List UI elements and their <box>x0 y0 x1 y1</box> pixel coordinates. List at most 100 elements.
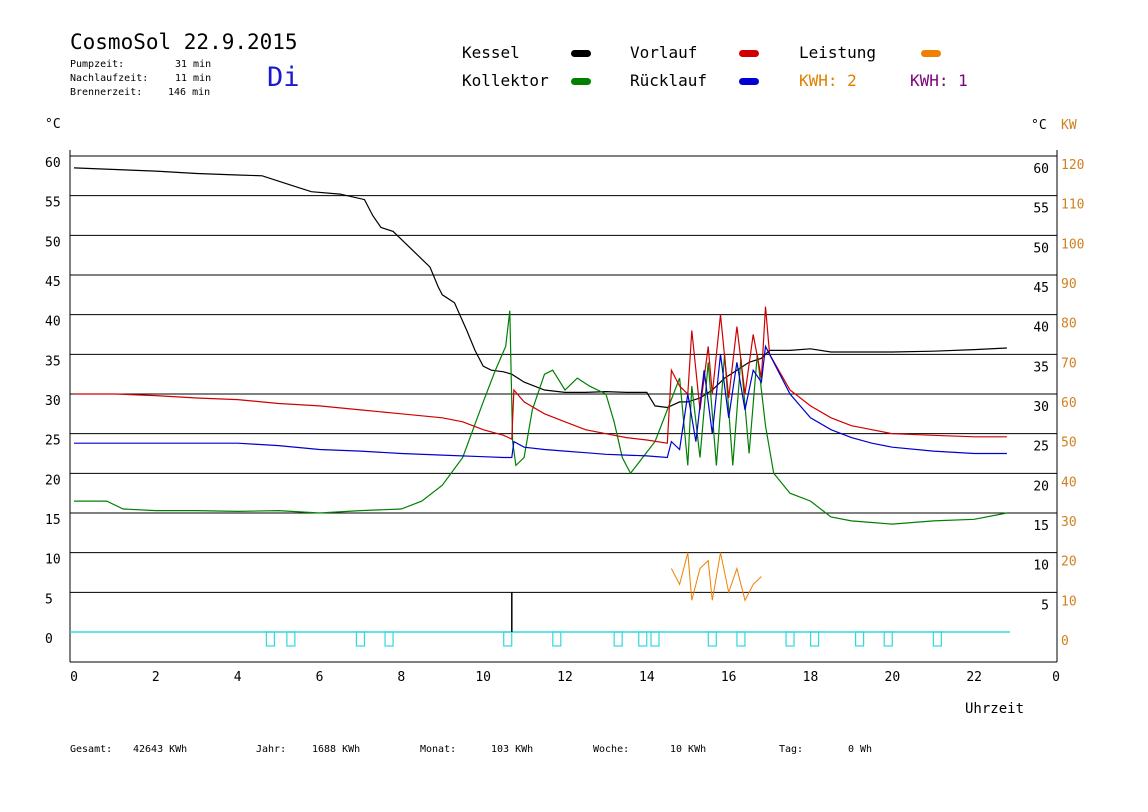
series-line-vorlauf <box>74 306 1007 444</box>
pump-marker <box>650 631 660 647</box>
footer-label-woche: Woche: <box>593 744 630 755</box>
legend-label-vorlauf: Vorlauf <box>630 43 698 62</box>
y-tick-label-left: 60 <box>45 156 61 171</box>
footer-value-jahr: 1688 KWh <box>312 744 361 755</box>
footer-value-monat: 103 KWh <box>491 744 534 755</box>
series-line-kollektor <box>74 310 1008 525</box>
pump-marker <box>736 631 746 647</box>
stat-label-nachlaufzeit: Nachlaufzeit: <box>70 73 149 84</box>
y-tick-label-right-c: 45 <box>1033 281 1049 296</box>
pump-marker <box>613 631 623 647</box>
y-tick-label-right-kw: 110 <box>1061 198 1084 213</box>
y-tick-label-right-kw: 10 <box>1061 594 1077 609</box>
legend-swatch-vorlauf <box>739 50 759 57</box>
legend-label-kessel: Kessel <box>462 43 520 62</box>
y-tick-label-left: 10 <box>45 553 61 568</box>
y-tick-label-left: 5 <box>45 592 53 607</box>
pump-marker <box>265 631 275 647</box>
y-tick-label-left: 50 <box>45 235 61 250</box>
y-tick-label-right-kw: 20 <box>1061 555 1077 570</box>
x-tick-label: 4 <box>234 670 242 685</box>
y-tick-label-left: 35 <box>45 354 61 369</box>
y-tick-label-left: 15 <box>45 513 61 528</box>
x-tick-label: 22 <box>966 670 982 685</box>
x-tick-label: 12 <box>557 670 573 685</box>
x-tick-label: 10 <box>475 670 491 685</box>
x-tick-label: 16 <box>721 670 737 685</box>
y-tick-label-right-c: 10 <box>1033 559 1049 574</box>
y-tick-label-right-kw: 60 <box>1061 396 1077 411</box>
y-tick-label-right-kw: 50 <box>1061 436 1077 451</box>
x-tick-label: 6 <box>316 670 324 685</box>
y-tick-label-right-kw: 120 <box>1061 158 1084 173</box>
series-line-leistung <box>670 552 762 602</box>
pump-marker <box>355 631 366 647</box>
pump-marker <box>932 631 942 647</box>
legend-swatch-leistung <box>921 50 941 57</box>
stat-label-pumpzeit: Pumpzeit: <box>70 59 125 70</box>
y-tick-label-right-kw: 0 <box>1061 634 1069 649</box>
kwh-label-2: KWH: 1 <box>910 71 968 90</box>
pump-marker <box>707 631 717 647</box>
kwh-label-1: KWH: 2 <box>799 71 857 90</box>
legend-label-ruecklauf: Rücklauf <box>630 71 708 90</box>
x-tick-label: 18 <box>803 670 819 685</box>
pump-marker <box>286 631 296 647</box>
weekday-label: Di <box>267 62 300 93</box>
series-line-rcklauf <box>74 344 1007 459</box>
y-tick-label-right-c: 60 <box>1033 162 1049 177</box>
y-tick-label-right-c: 20 <box>1033 479 1049 494</box>
footer-label-tag: Tag: <box>779 744 804 755</box>
legend-label-leistung: Leistung <box>799 43 877 62</box>
x-tick-label: 8 <box>397 670 405 685</box>
series-line-kessel <box>73 167 1007 409</box>
footer-label-gesamt: Gesamt: <box>70 744 113 755</box>
y-tick-label-left: 55 <box>45 196 61 211</box>
footer-value-tag: 0 Wh <box>848 744 873 755</box>
legend-swatch-ruecklauf <box>739 78 759 85</box>
y-tick-label-right-kw: 30 <box>1061 515 1077 530</box>
y-tick-label-right-kw: 80 <box>1061 317 1077 332</box>
pump-marker <box>552 631 562 647</box>
pump-marker <box>503 631 513 647</box>
right-axis-unit-c: °C <box>1031 118 1047 133</box>
stat-value-pumpzeit: 31 min <box>175 59 212 70</box>
x-tick-label: 2 <box>152 670 160 685</box>
pump-marker <box>854 631 865 647</box>
y-tick-label-left: 45 <box>45 275 61 290</box>
x-tick-label: 0 <box>1052 670 1060 685</box>
x-tick-label: 0 <box>70 670 78 685</box>
footer-label-jahr: Jahr: <box>256 744 287 755</box>
legend-label-kollektor: Kollektor <box>462 71 549 90</box>
pump-marker <box>384 631 394 647</box>
y-tick-label-right-c: 55 <box>1033 202 1049 217</box>
y-tick-label-right-kw: 70 <box>1061 356 1077 371</box>
pump-marker <box>809 631 820 647</box>
chart-title: CosmoSol 22.9.2015 <box>70 30 298 54</box>
y-tick-label-right-c: 50 <box>1033 241 1049 256</box>
y-tick-label-right-c: 25 <box>1033 440 1049 455</box>
legend-swatch-kollektor <box>571 78 591 85</box>
y-tick-label-left: 0 <box>45 632 53 647</box>
y-tick-label-right-c: 15 <box>1033 519 1049 534</box>
pump-marker <box>785 631 795 647</box>
legend-swatch-kessel <box>571 50 591 57</box>
pump-marker <box>883 631 893 647</box>
y-tick-label-right-c: 5 <box>1041 598 1049 613</box>
y-tick-label-left: 25 <box>45 434 61 449</box>
y-tick-label-right-c: 40 <box>1033 321 1049 336</box>
pump-marker <box>638 631 648 647</box>
y-tick-label-right-kw: 90 <box>1061 277 1077 292</box>
x-axis-label: Uhrzeit <box>965 701 1025 717</box>
left-axis-unit: °C <box>45 117 61 132</box>
x-tick-label: 14 <box>639 670 655 685</box>
stat-value-brennerzeit: 146 min <box>168 87 211 98</box>
y-tick-label-right-kw: 40 <box>1061 475 1077 490</box>
footer-value-gesamt: 42643 KWh <box>133 744 188 755</box>
y-tick-label-right-c: 35 <box>1033 360 1049 375</box>
y-tick-label-left: 30 <box>45 394 61 409</box>
y-tick-label-left: 20 <box>45 473 61 488</box>
stat-label-brennerzeit: Brennerzeit: <box>70 87 143 98</box>
y-tick-label-right-kw: 100 <box>1061 237 1084 252</box>
